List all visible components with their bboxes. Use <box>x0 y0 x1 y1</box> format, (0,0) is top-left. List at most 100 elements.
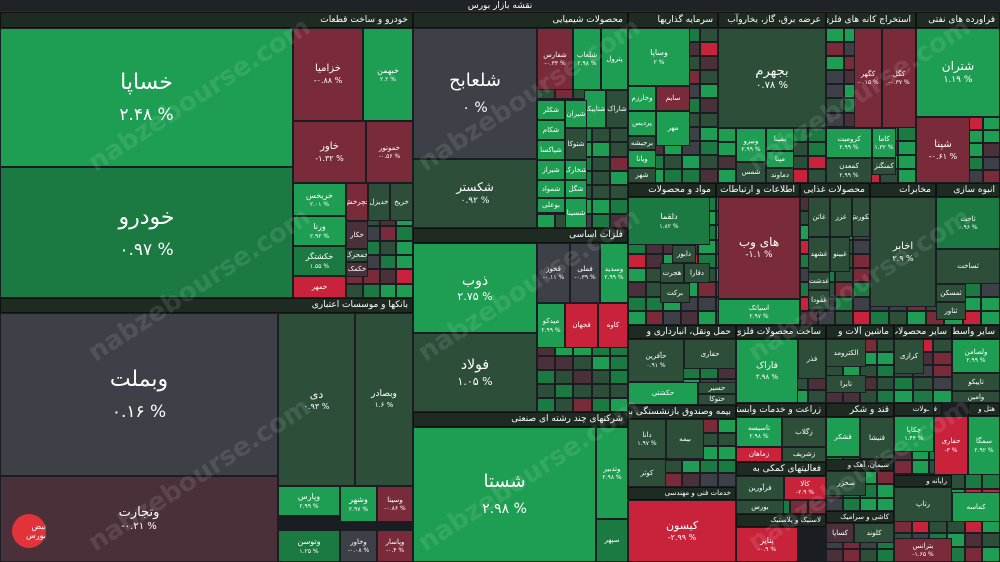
stock-tile[interactable]: وبملت ۰.۱۶ % <box>0 313 278 476</box>
sector-header[interactable]: سایر واسطه <box>952 325 1000 339</box>
stock-tile[interactable]: غبینو <box>830 237 850 272</box>
stock-tile[interactable]: اخابر ۲.۹ % <box>870 197 936 307</box>
stock-tile[interactable]: غکورش <box>852 197 870 237</box>
stock-tile[interactable]: کگل -۰.۳۷ % <box>882 28 916 128</box>
sector-header[interactable]: ساخت محصولات فلزی <box>736 325 826 339</box>
stock-tile[interactable]: زماهان <box>736 447 782 462</box>
stock-tile[interactable]: فرآورین <box>736 476 784 500</box>
stock-tile[interactable]: کرازی <box>894 339 924 374</box>
stock-tile[interactable]: کمنگنز <box>872 158 896 175</box>
stock-tile[interactable]: غزر <box>830 197 852 237</box>
stock-tile[interactable]: شگل <box>565 180 587 198</box>
stock-tile[interactable]: کماسه <box>952 492 1000 522</box>
stock-tile[interactable]: حکشتی <box>628 382 698 405</box>
sector-header[interactable]: سرمایه گذاریها <box>628 12 718 28</box>
stock-tile[interactable]: فخوز -۰.۱۱ % <box>537 243 570 303</box>
stock-tile[interactable]: دانا ۱.۹۷ % <box>628 419 666 459</box>
stock-tile[interactable]: فذر <box>798 339 826 379</box>
stock-tile[interactable]: غاتن <box>808 197 830 237</box>
sector-header[interactable]: مخابرات <box>870 183 936 197</box>
stock-tile[interactable]: شیراز <box>537 160 565 180</box>
stock-tile[interactable]: خریخ <box>390 183 413 221</box>
sector-header[interactable]: انبوه سازی <box>936 183 1000 197</box>
stock-tile[interactable]: مپنا <box>766 151 794 168</box>
stock-tile[interactable]: کرومیت ۲.۹۹ % <box>826 128 872 158</box>
stock-tile[interactable]: کگهر -۰.۱۵ % <box>854 28 882 128</box>
sector-header[interactable]: مواد و محصولات <box>628 183 716 197</box>
sector-header[interactable]: اطلاعات و ارتباطات <box>716 183 800 197</box>
stock-tile[interactable]: شسینا <box>565 198 587 228</box>
sector-header[interactable]: ماشین آلات و <box>826 325 894 339</box>
stock-tile[interactable]: شهر <box>628 168 656 183</box>
brand-logo[interactable]: نبض بورس <box>12 514 46 548</box>
stock-tile[interactable]: شپنا -۰.۶۱ % <box>916 117 970 183</box>
stock-tile[interactable]: شتران ۱.۱۹ % <box>916 28 1000 117</box>
stock-tile[interactable]: قشکر <box>826 417 860 457</box>
stock-tile[interactable]: خکشتگر ۱.۵۵ % <box>293 246 346 276</box>
stock-tile[interactable]: وامین <box>952 391 1000 403</box>
stock-tile[interactable]: بجهرم ۰.۷۸ % <box>718 28 826 128</box>
stock-tile[interactable]: ورنا ۲.۹۲ % <box>293 216 346 246</box>
stock-tile[interactable]: وسینا -۰.۸۶ % <box>377 486 413 522</box>
stock-tile[interactable]: چکاپا ۱.۴۴ % <box>894 416 934 452</box>
stock-tile[interactable]: ثساخت <box>936 249 1000 284</box>
stock-tile[interactable]: حفاری <box>684 339 736 369</box>
stock-tile[interactable]: شکلر <box>537 100 565 120</box>
stock-tile[interactable]: ثمسکن <box>936 284 966 302</box>
stock-tile[interactable]: بمپنا <box>766 128 794 151</box>
stock-tile[interactable]: خمهر <box>293 276 346 298</box>
stock-tile[interactable]: سخزر <box>826 471 866 496</box>
sector-header[interactable]: رایانه و <box>894 475 952 487</box>
stock-tile[interactable]: سپهر <box>596 519 628 562</box>
stock-tile[interactable]: شکستر ۰.۹۲ % <box>413 159 537 228</box>
stock-tile[interactable]: زگلاب <box>782 417 826 447</box>
stock-tile[interactable]: سمگا ۲.۹۲ % <box>968 416 1000 475</box>
stock-tile[interactable]: تاپیکو <box>952 373 1000 391</box>
stock-tile[interactable]: تاسیسه ۲.۹۸ % <box>736 417 782 447</box>
stock-tile[interactable]: فولاد ۱.۰۵ % <box>413 333 537 412</box>
stock-tile[interactable]: کاوه <box>598 303 628 348</box>
sector-header[interactable]: بانکها و موسسات اعتباری <box>0 298 413 313</box>
stock-tile[interactable]: غفودا <box>808 290 830 310</box>
sector-header[interactable]: زراعت و خدمات وابسته <box>736 403 826 417</box>
stock-tile[interactable]: اسیاتک ۲.۹۷ % <box>718 299 800 325</box>
stock-tile[interactable]: خمحرک <box>346 249 368 262</box>
sector-header[interactable]: خدمات فنی و مهندسی <box>628 487 736 500</box>
stock-tile[interactable]: مهر <box>656 111 690 146</box>
stock-tile[interactable]: کوثر <box>628 459 666 487</box>
stock-tile[interactable]: شمواد <box>537 180 565 198</box>
stock-tile[interactable]: حفاری -۳ % <box>934 416 968 475</box>
stock-tile[interactable]: دلقما ۱.۸۲ % <box>628 197 710 245</box>
stock-tile[interactable]: ویانا <box>628 150 656 168</box>
sector-header[interactable]: محصولات شیمیایی <box>413 12 628 28</box>
stock-tile[interactable]: وپاسار -۰.۴ % <box>377 530 413 562</box>
sector-header[interactable]: فلزات اساسی <box>413 228 628 243</box>
stock-tile[interactable]: شپاکسا <box>537 140 565 160</box>
stock-tile[interactable]: غشهد <box>808 237 830 272</box>
stock-tile[interactable]: وشهر ۲.۹۷ % <box>340 486 377 522</box>
stock-tile[interactable]: وپارس ۲.۹۹ % <box>278 486 340 516</box>
stock-tile[interactable]: سایم <box>656 86 690 111</box>
stock-tile[interactable]: ولصامن ۲.۹۹ % <box>952 339 1000 373</box>
stock-tile[interactable]: شیران <box>565 100 587 128</box>
sector-header[interactable]: فراورده های نفتی <box>916 12 1000 28</box>
sector-header[interactable]: سیمان، آهک و <box>826 459 894 471</box>
stock-tile[interactable]: شخارک <box>565 160 587 180</box>
stock-tile[interactable]: رتاپ <box>894 487 952 522</box>
stock-tile[interactable]: شتوکا <box>565 128 587 160</box>
stock-tile[interactable]: دفارا <box>684 263 710 283</box>
stock-tile[interactable]: کالا -۲.۹ % <box>784 476 826 500</box>
sector-header[interactable]: استخراج کانه های فلزی <box>826 12 916 28</box>
stock-tile[interactable]: خودرو ۰.۹۷ % <box>0 167 293 298</box>
stock-tile[interactable]: وتوسن ۱.۲۵ % <box>278 530 340 562</box>
stock-tile[interactable]: ذوب ۲.۷۵ % <box>413 243 537 333</box>
sector-header[interactable]: حمل ونقل، انبارداری و <box>628 325 736 339</box>
sector-header[interactable]: خودرو و ساخت قطعات <box>0 12 413 28</box>
stock-tile[interactable]: شکام <box>537 120 565 140</box>
stock-tile[interactable]: کساپا <box>826 523 854 543</box>
stock-tile[interactable]: پترول <box>601 28 628 90</box>
stock-tile[interactable]: تابرا <box>826 375 866 393</box>
stock-tile[interactable]: کلوند <box>854 523 894 543</box>
stock-tile[interactable]: برجیشه <box>628 136 656 150</box>
stock-tile[interactable]: خموتور -۰.۵۶ % <box>366 121 413 183</box>
